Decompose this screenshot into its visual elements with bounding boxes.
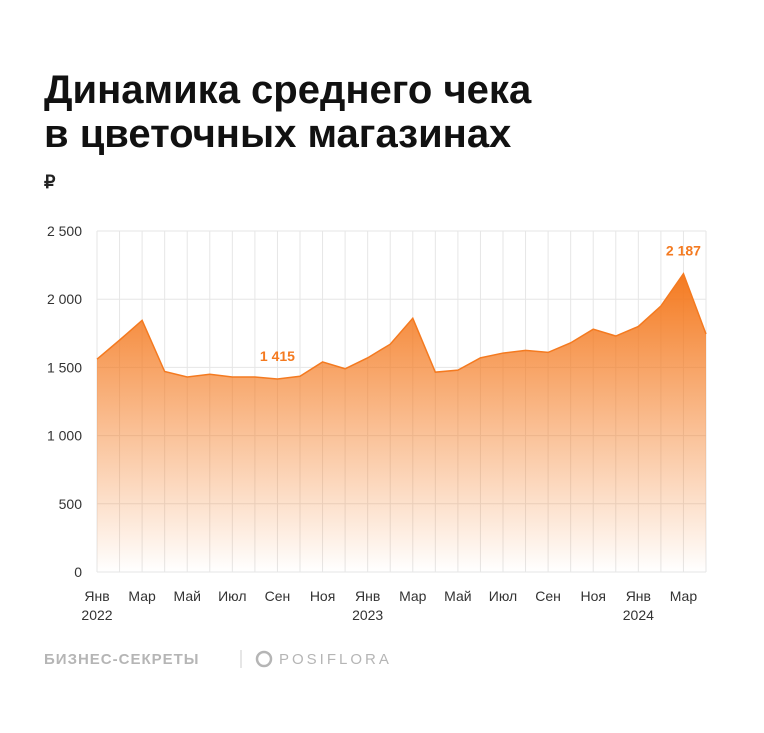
value-label: 2 187	[666, 243, 701, 259]
x-tick-label: Янв	[84, 588, 109, 604]
source-logo: БИЗНЕС-СЕКРЕТЫ	[44, 651, 199, 668]
y-tick-label: 1 500	[47, 359, 82, 375]
x-tick-label: Мар	[128, 588, 156, 604]
chart-title: Динамика среднего чека	[44, 68, 532, 112]
x-tick-label: Сен	[535, 588, 561, 604]
x-year-label: 2022	[81, 607, 112, 623]
value-label: 1 415	[260, 348, 295, 364]
x-year-label: 2024	[623, 607, 654, 623]
x-year-label: 2023	[352, 607, 383, 623]
y-tick-label: 2 500	[47, 223, 82, 239]
source-logo: POSIFLORA	[279, 651, 392, 668]
x-tick-label: Май	[444, 588, 471, 604]
logo-icon	[255, 650, 273, 668]
line	[96, 272, 707, 380]
chart-title: в цветочных магазинах	[44, 112, 511, 156]
y-tick-label: 2 000	[47, 291, 82, 307]
y-tick-label: 1 000	[47, 428, 82, 444]
x-tick-label: Мар	[670, 588, 698, 604]
x-tick-label: Июл	[218, 588, 246, 604]
x-tick-label: Мар	[399, 588, 427, 604]
y-tick-label: 0	[74, 564, 82, 580]
x-tick-label: Янв	[626, 588, 651, 604]
unit-label: ₽	[44, 172, 56, 192]
x-tick-label: Янв	[355, 588, 380, 604]
x-tick-label: Сен	[265, 588, 291, 604]
x-tick-label: Ноя	[580, 588, 605, 604]
y-tick-label: 500	[59, 496, 83, 512]
x-tick-label: Май	[174, 588, 201, 604]
x-tick-label: Июл	[489, 588, 517, 604]
x-tick-label: Ноя	[310, 588, 335, 604]
area	[97, 273, 706, 572]
